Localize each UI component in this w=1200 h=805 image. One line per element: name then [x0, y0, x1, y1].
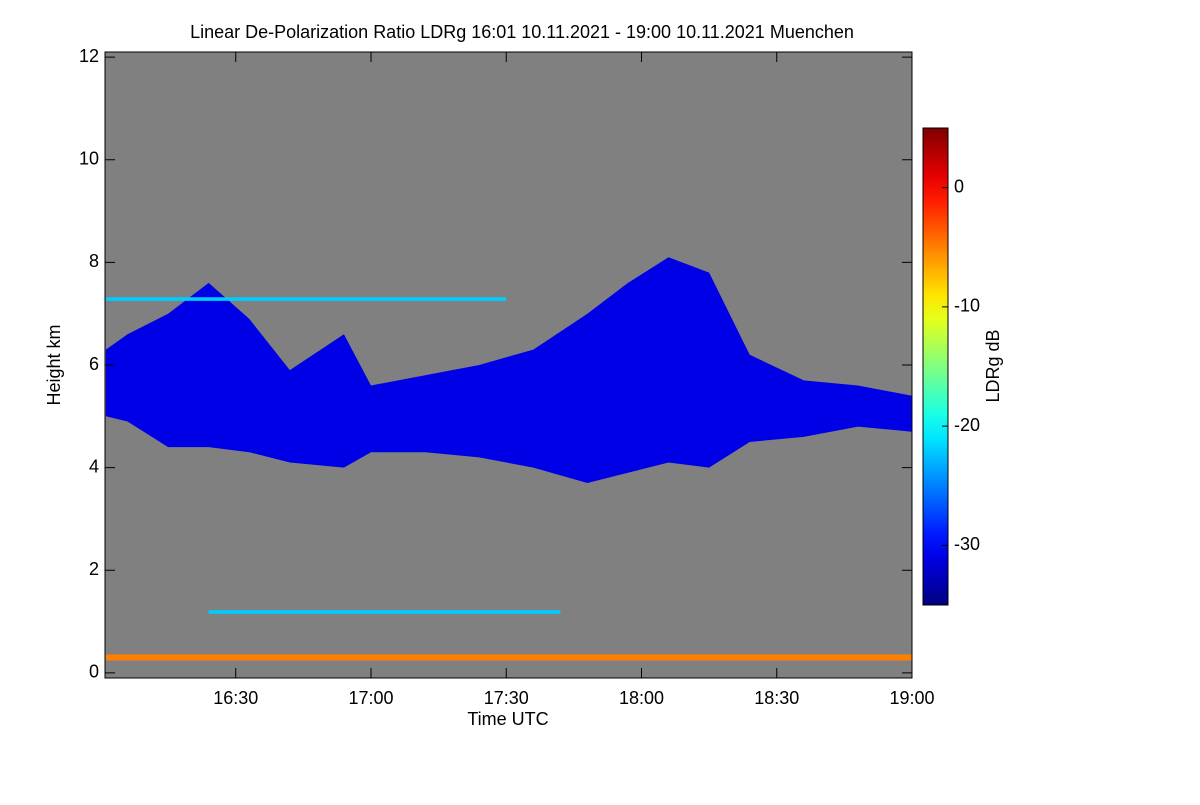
y-tick-label: 12 [79, 46, 99, 66]
y-tick-label: 0 [89, 662, 99, 682]
x-tick-label: 17:00 [348, 688, 393, 708]
y-tick-label: 10 [79, 149, 99, 169]
colorbar-tick-label: 0 [954, 176, 964, 196]
chart-title: Linear De-Polarization Ratio LDRg 16:01 … [190, 22, 854, 42]
ldr-layer [105, 297, 507, 301]
x-tick-label: 18:30 [754, 688, 799, 708]
x-tick-label: 17:30 [484, 688, 529, 708]
ldr-layer [208, 610, 561, 614]
ldr-layer [105, 257, 912, 484]
y-axis-label: Height km [44, 324, 64, 405]
y-tick-label: 4 [89, 456, 99, 476]
x-axis-label: Time UTC [467, 709, 548, 729]
colorbar-tick-label: -30 [954, 534, 980, 554]
colorbar [922, 127, 949, 606]
x-tick-label: 18:00 [619, 688, 664, 708]
y-tick-label: 6 [89, 354, 99, 374]
x-tick-label: 16:30 [213, 688, 258, 708]
colorbar-label: LDRg dB [983, 329, 1003, 402]
y-tick-label: 8 [89, 251, 99, 271]
ldr-layer [105, 654, 912, 661]
colorbar-tick-label: -10 [954, 296, 980, 316]
x-tick-label: 19:00 [889, 688, 934, 708]
colorbar-tick-label: -20 [954, 415, 980, 435]
y-tick-label: 2 [89, 559, 99, 579]
